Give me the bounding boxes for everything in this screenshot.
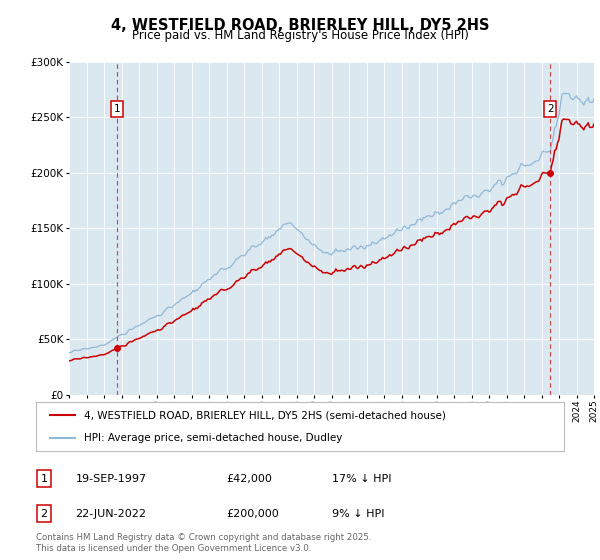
Text: 22-JUN-2022: 22-JUN-2022 — [76, 509, 146, 519]
Text: 4, WESTFIELD ROAD, BRIERLEY HILL, DY5 2HS: 4, WESTFIELD ROAD, BRIERLEY HILL, DY5 2H… — [111, 18, 489, 33]
Text: £42,000: £42,000 — [226, 474, 272, 484]
Text: Price paid vs. HM Land Registry's House Price Index (HPI): Price paid vs. HM Land Registry's House … — [131, 29, 469, 42]
Text: HPI: Average price, semi-detached house, Dudley: HPI: Average price, semi-detached house,… — [83, 433, 342, 444]
Text: £200,000: £200,000 — [226, 509, 279, 519]
Text: 1: 1 — [114, 104, 121, 114]
Text: 9% ↓ HPI: 9% ↓ HPI — [332, 509, 384, 519]
Text: 2: 2 — [40, 509, 47, 519]
Text: 2: 2 — [547, 104, 554, 114]
Text: Contains HM Land Registry data © Crown copyright and database right 2025.
This d: Contains HM Land Registry data © Crown c… — [36, 533, 371, 553]
Text: 4, WESTFIELD ROAD, BRIERLEY HILL, DY5 2HS (semi-detached house): 4, WESTFIELD ROAD, BRIERLEY HILL, DY5 2H… — [83, 410, 445, 421]
Text: 17% ↓ HPI: 17% ↓ HPI — [332, 474, 391, 484]
Text: 19-SEP-1997: 19-SEP-1997 — [76, 474, 147, 484]
Text: 1: 1 — [40, 474, 47, 484]
